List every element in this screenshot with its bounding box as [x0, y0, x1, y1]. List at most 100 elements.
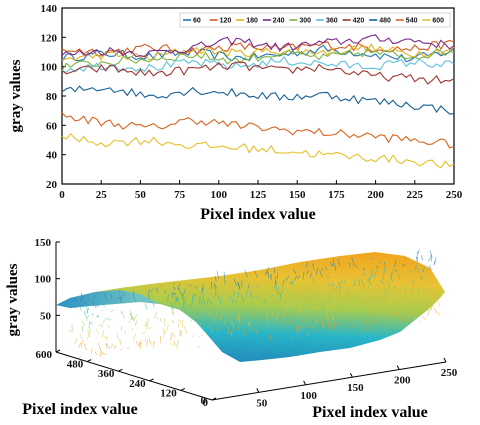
mesh-stroke [300, 325, 303, 331]
mesh-stroke [318, 307, 320, 311]
mesh-stroke [74, 306, 76, 309]
x3d-tick-mark [349, 372, 353, 378]
mesh-stroke [215, 335, 217, 337]
mesh-stroke [373, 297, 377, 303]
mesh-stroke [423, 276, 427, 283]
legend-box [179, 12, 451, 28]
mesh-stroke [184, 326, 188, 335]
x-axis-ticks-3d: 50 100 150 200 250 0 [201, 357, 458, 409]
mesh-stroke [83, 324, 86, 326]
mesh-stroke [324, 265, 328, 271]
surface-body [56, 252, 445, 362]
mesh-stroke [199, 336, 201, 338]
mesh-stroke [414, 265, 417, 271]
mesh-stroke [391, 297, 395, 304]
z-tick-label: 50 [40, 310, 52, 322]
mesh-stroke [331, 320, 333, 326]
z-axis-ticks: 50 100 150 [35, 237, 60, 322]
mesh-stroke [242, 306, 245, 314]
y-axis-ticks: 20 40 60 80 100 120 140 [41, 3, 66, 191]
mesh-stroke [176, 340, 179, 349]
mesh-stroke [265, 315, 269, 323]
depth-axis-label: Pixel index value [22, 401, 138, 418]
mesh-stroke [346, 290, 349, 297]
mesh-stroke [387, 307, 389, 314]
mesh-stroke [328, 283, 331, 287]
mesh-stroke [367, 285, 370, 290]
mesh-stroke [80, 292, 83, 299]
mesh-stroke [373, 269, 378, 278]
mesh-stroke [190, 299, 194, 307]
x-tick-label: 175 [328, 189, 345, 201]
mesh-stroke [238, 319, 241, 325]
mesh-stroke [233, 338, 235, 341]
mesh-stroke [177, 287, 180, 290]
depth-tick-label: 360 [98, 368, 115, 380]
legend-entry: 120 [220, 18, 232, 25]
mesh-stroke [216, 293, 219, 299]
mesh-stroke [170, 302, 173, 309]
mesh-stroke [326, 314, 330, 321]
mesh-stroke [172, 332, 176, 338]
mesh-stroke [308, 297, 312, 304]
y-tick-label: 40 [46, 150, 58, 162]
mesh-stroke [363, 273, 365, 276]
depth-tick-label: 480 [67, 359, 84, 371]
mesh-stroke [254, 309, 258, 315]
mesh-stroke [162, 328, 165, 333]
mesh-stroke [361, 279, 365, 287]
mesh-stroke [174, 294, 178, 302]
mesh-stroke [254, 296, 258, 298]
mesh-stroke [286, 275, 290, 279]
mesh-stroke [159, 318, 162, 323]
x3d-tick-mark [443, 357, 447, 363]
y-tick-label: 80 [46, 91, 58, 103]
y-tick-label: 20 [46, 179, 58, 191]
mesh-stroke [383, 295, 387, 300]
mesh-stroke [420, 293, 424, 300]
mesh-stroke [135, 341, 139, 345]
mesh-stroke [227, 301, 230, 309]
mesh-stroke [433, 308, 438, 314]
x-axis-ticks: 0 25 50 75 100 125 150 175 200 225 250 [59, 180, 463, 201]
depth-axis-ticks: 0 120 240 360 480 600 [36, 349, 217, 409]
mesh-stroke [173, 292, 177, 294]
mesh-stroke [392, 269, 394, 272]
mesh-stroke [129, 320, 131, 324]
mesh-stroke [164, 290, 167, 294]
mesh-stroke [372, 301, 374, 310]
x3d-tick-label: 250 [441, 367, 458, 379]
mesh-stroke [151, 288, 154, 291]
x-tick-label: 150 [289, 189, 306, 201]
mesh-stroke [219, 315, 222, 320]
mesh-stroke [152, 301, 155, 308]
mesh-stroke [248, 321, 251, 327]
mesh-stroke [169, 343, 172, 345]
mesh-stroke [416, 256, 419, 260]
mesh-stroke [248, 324, 251, 331]
y-tick-label: 120 [41, 32, 58, 44]
mesh-stroke [198, 302, 201, 304]
mesh-stroke [229, 295, 231, 301]
mesh-stroke [163, 318, 166, 327]
mesh-stroke [142, 331, 145, 334]
mesh-stroke [243, 330, 245, 336]
mesh-stroke [388, 297, 391, 305]
mesh-stroke [208, 312, 210, 317]
mesh-stroke [91, 312, 94, 316]
mesh-stroke [227, 327, 230, 334]
mesh-stroke [137, 340, 142, 348]
x3d-tick-mark [256, 388, 260, 393]
surface-mesh [69, 249, 441, 359]
depth-tick-label: 600 [36, 349, 53, 361]
mesh-stroke [94, 351, 98, 355]
mesh-stroke [166, 324, 169, 331]
mesh-stroke [108, 346, 111, 350]
mesh-stroke [251, 328, 255, 334]
mesh-stroke [189, 306, 192, 311]
mesh-stroke [338, 287, 341, 291]
mesh-stroke [355, 278, 358, 280]
legend-entry: 60 [193, 18, 201, 25]
y-tick-label: 100 [41, 62, 58, 74]
mesh-stroke [290, 335, 294, 338]
